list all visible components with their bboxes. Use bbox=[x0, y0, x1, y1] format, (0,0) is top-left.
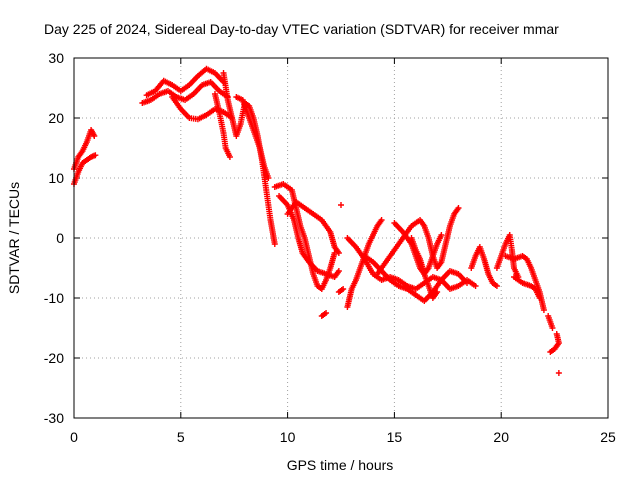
data-track bbox=[338, 202, 344, 208]
data-track bbox=[374, 205, 462, 277]
data-point bbox=[549, 325, 556, 331]
data-point bbox=[455, 205, 462, 211]
data-point bbox=[555, 370, 562, 376]
x-tick-label: 5 bbox=[177, 429, 185, 445]
data-track bbox=[318, 310, 330, 319]
data-track bbox=[143, 65, 227, 99]
x-tick-label: 15 bbox=[387, 429, 403, 445]
data-point bbox=[271, 241, 278, 247]
grid bbox=[74, 58, 608, 418]
y-tick-label: 0 bbox=[56, 230, 64, 246]
data-track bbox=[344, 217, 385, 310]
data-track bbox=[233, 94, 272, 181]
y-tick-label: -30 bbox=[44, 410, 64, 426]
y-tick-label: 10 bbox=[48, 170, 64, 186]
data-track bbox=[284, 199, 342, 256]
x-tick-label: 10 bbox=[280, 429, 296, 445]
data-point bbox=[92, 152, 99, 159]
data-track bbox=[555, 370, 562, 376]
y-tick-label: -10 bbox=[44, 290, 64, 306]
x-tick-label: 0 bbox=[70, 429, 78, 445]
data-track bbox=[211, 91, 233, 160]
data-track bbox=[408, 235, 441, 301]
data-track bbox=[71, 152, 99, 187]
data-point bbox=[378, 217, 385, 223]
data-track bbox=[511, 274, 543, 301]
data-track bbox=[545, 313, 556, 331]
data-point bbox=[540, 307, 547, 313]
data-point bbox=[536, 295, 543, 301]
data-points bbox=[71, 65, 562, 376]
chart-title: Day 225 of 2024, Sidereal Day-to-day VTE… bbox=[44, 21, 559, 37]
axis-ticks: 0 5 10 15 20 25 -30 -20 -10 0 10 20 30 bbox=[44, 50, 616, 445]
data-track bbox=[271, 181, 338, 292]
x-axis-label: GPS time / hours bbox=[287, 457, 394, 473]
data-point bbox=[338, 202, 344, 208]
data-point bbox=[464, 280, 471, 286]
data-point bbox=[434, 289, 441, 295]
data-track bbox=[547, 331, 562, 355]
data-point bbox=[438, 232, 445, 238]
y-tick-label: 20 bbox=[48, 110, 64, 126]
data-point bbox=[340, 286, 347, 292]
data-point bbox=[91, 133, 98, 139]
data-track bbox=[335, 286, 347, 295]
data-track bbox=[139, 79, 231, 106]
plot-frame bbox=[73, 57, 609, 419]
data-point bbox=[323, 310, 330, 316]
y-tick-label: -20 bbox=[44, 350, 64, 366]
data-track bbox=[344, 235, 479, 292]
data-point bbox=[493, 283, 500, 289]
data-point bbox=[335, 268, 342, 274]
data-point bbox=[547, 349, 554, 355]
y-tick-label: 30 bbox=[48, 50, 64, 66]
y-axis-label: SDTVAR / TECUs bbox=[6, 182, 22, 294]
data-point bbox=[472, 283, 479, 289]
x-tick-label: 25 bbox=[600, 429, 616, 445]
data-point bbox=[335, 250, 342, 256]
data-track bbox=[468, 244, 500, 289]
data-track bbox=[71, 127, 98, 172]
data-track bbox=[361, 253, 471, 304]
x-tick-label: 20 bbox=[493, 429, 509, 445]
data-point bbox=[265, 175, 272, 181]
data-point bbox=[226, 154, 233, 160]
